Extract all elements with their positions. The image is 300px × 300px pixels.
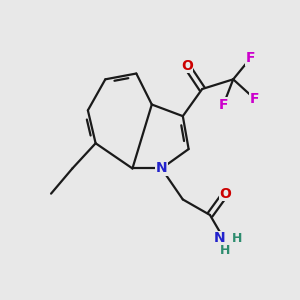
Text: H: H [220, 244, 231, 257]
Text: F: F [219, 98, 228, 112]
Text: O: O [220, 187, 231, 201]
Text: F: F [250, 92, 259, 106]
Text: N: N [156, 161, 167, 176]
Text: N: N [214, 231, 225, 245]
Text: O: O [181, 59, 193, 73]
Text: H: H [232, 232, 242, 245]
Text: F: F [246, 51, 255, 65]
